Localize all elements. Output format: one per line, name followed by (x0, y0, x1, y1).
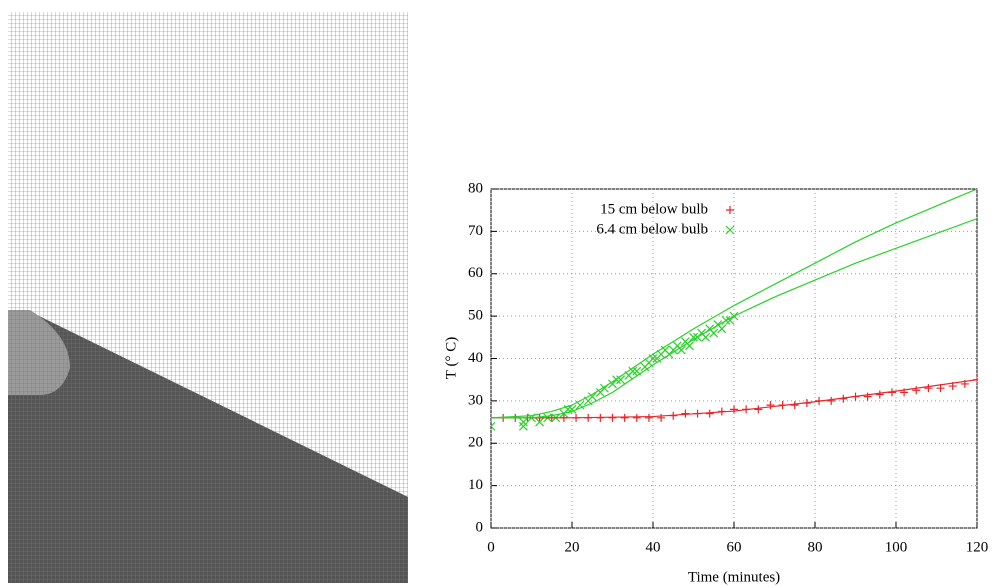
data-point (912, 386, 921, 395)
data-point (689, 332, 698, 342)
data-point (491, 421, 496, 431)
data-point (676, 345, 686, 355)
x-tick-label: 40 (646, 539, 661, 555)
x-tick-label: 120 (966, 539, 989, 555)
data-point (730, 405, 738, 414)
data-point (705, 409, 714, 418)
data-point (875, 390, 884, 399)
y-tick-label: 20 (468, 435, 483, 451)
fit-line (491, 218, 977, 419)
data-point (518, 421, 528, 431)
data-point (717, 324, 727, 334)
data-point (535, 417, 545, 427)
data-point (628, 366, 638, 376)
y-tick-label: 30 (468, 392, 483, 408)
data-point (518, 417, 528, 427)
legend-label: 15 cm below bulb (600, 201, 708, 217)
x-tick-label: 80 (808, 539, 823, 555)
y-axis-label: T (° C) (443, 337, 459, 379)
data-point (685, 341, 694, 351)
legend-marker (726, 206, 734, 214)
x-tick-label: 0 (487, 539, 495, 555)
data-point (924, 384, 933, 393)
x-axis-label: Time (minutes) (688, 569, 780, 585)
data-point (620, 413, 629, 422)
data-point (936, 384, 945, 393)
x-tick-label: 60 (727, 539, 742, 555)
data-point (709, 328, 719, 338)
data-point (632, 413, 641, 422)
y-tick-label: 50 (468, 308, 483, 324)
data-point (790, 401, 799, 410)
legend-label: 6.4 cm below bulb (596, 221, 708, 237)
y-tick-label: 80 (468, 180, 483, 196)
y-tick-label: 70 (468, 223, 483, 239)
x-tick-label: 20 (565, 539, 580, 555)
data-point (863, 392, 872, 401)
data-point (754, 405, 763, 414)
y-tick-label: 0 (476, 519, 484, 535)
y-tick-label: 40 (468, 350, 483, 366)
legend-marker (725, 225, 735, 235)
data-point (644, 413, 653, 422)
mesh-grid (8, 12, 408, 583)
plot-area (491, 189, 977, 431)
fit-line (491, 189, 977, 419)
y-tick-label: 60 (468, 265, 483, 281)
y-tick-label: 10 (468, 477, 483, 493)
simulation-mesh (8, 12, 408, 583)
data-point (657, 413, 666, 422)
x-tick-label: 100 (885, 539, 908, 555)
data-point (616, 375, 626, 385)
data-point (766, 401, 775, 410)
data-point (587, 392, 597, 402)
data-point (827, 396, 836, 405)
fit-line (491, 379, 977, 419)
